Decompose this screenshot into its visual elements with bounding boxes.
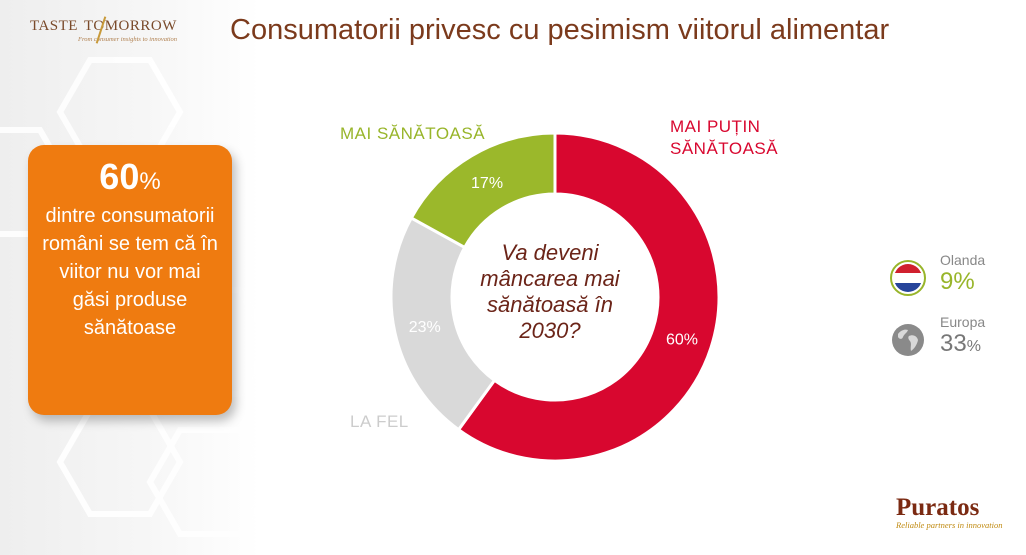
- country-name: Europa: [940, 314, 986, 330]
- highlight-value: 60%: [99, 156, 161, 197]
- country-value: 33%: [940, 330, 981, 357]
- comparison-europa: Europa 33%: [890, 314, 1010, 370]
- label-mai-sanatoasa: MAI SĂNĂTOASĂ: [340, 124, 486, 143]
- page-title: Consumatorii privesc cu pesimism viitoru…: [230, 14, 890, 46]
- slice-mai-sanatoasa: [409, 131, 557, 250]
- comparison-olanda: Olanda 9%: [890, 252, 1010, 308]
- slice-mai-putin-sanatoasa: [456, 131, 721, 463]
- globe-icon: [892, 324, 924, 356]
- netherlands-flag-icon: [890, 260, 926, 296]
- slice-la-fel: [389, 215, 497, 432]
- value-label-mai-putin: 60%: [666, 331, 698, 348]
- country-value: 9%: [940, 268, 975, 295]
- taste-tomorrow-logo: TASTE TOMORROW From consumer insights to …: [30, 16, 190, 52]
- value-label-mai-sanatoasa: 17%: [471, 175, 503, 192]
- label-la-fel: LA FEL: [350, 412, 409, 431]
- country-name: Olanda: [940, 252, 986, 268]
- highlight-box: 60% dintre consumatorii români se tem că…: [28, 145, 232, 415]
- puratos-logo: Puratos Reliable partners in innovation: [896, 494, 1016, 544]
- value-label-la-fel: 23%: [409, 319, 441, 336]
- center-question: Va deveni mâncarea mai sănătoasă în 2030…: [480, 240, 620, 343]
- logo-tagline: From consumer insights to innovation: [78, 36, 178, 43]
- label-mai-putin-sanatoasa: MAI PUȚIN SĂNĂTOASĂ: [670, 117, 779, 158]
- puratos-tagline: Reliable partners in innovation: [896, 520, 1003, 530]
- highlight-text: dintre consumatorii români se tem că în …: [42, 205, 218, 339]
